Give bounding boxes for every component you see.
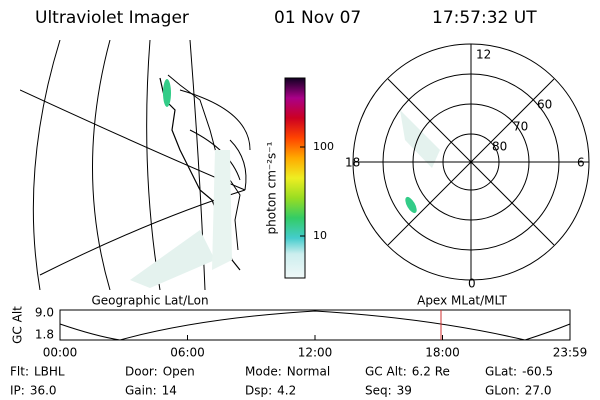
x-tick-label: 00:00: [43, 346, 78, 360]
field-value: Open: [163, 365, 195, 379]
x-tick-label: 12:00: [298, 346, 333, 360]
timeline-y-label: GC Alt: [11, 306, 25, 344]
timeline-y-tick: 9.0: [35, 306, 54, 320]
field-label: Dsp:: [245, 384, 272, 398]
field-value: 4.2: [277, 384, 296, 398]
field-value: 6.2 Re: [412, 365, 450, 379]
field-label: Door:: [125, 365, 158, 379]
field-label: Flt:: [10, 365, 29, 379]
x-tick-label: 06:00: [170, 346, 205, 360]
field-value: 39: [397, 384, 412, 398]
field-value: Normal: [287, 365, 330, 379]
polar-plot: [352, 43, 590, 281]
lat-label: 80: [492, 140, 507, 154]
field-value: LBHL: [34, 365, 65, 379]
colorbar: [284, 77, 306, 279]
field-label: IP:: [10, 384, 25, 398]
field-label: GLon:: [485, 384, 520, 398]
field-value: 36.0: [30, 384, 57, 398]
x-tick-label: 18:00: [425, 346, 460, 360]
mlt-label: 18: [345, 156, 360, 170]
x-tick-label: 23:59: [553, 346, 588, 360]
colorbar-label: photon cm⁻²s⁻¹: [265, 141, 279, 234]
mlt-label: 0: [468, 277, 476, 291]
field-label: GLat:: [485, 365, 517, 379]
field-value: 27.0: [525, 384, 552, 398]
altitude-curve: [59, 310, 571, 341]
field-value: -60.5: [522, 365, 553, 379]
geo-map: [20, 40, 251, 290]
lat-label: 70: [513, 120, 528, 134]
colorbar-tick-label: 10: [313, 229, 327, 242]
mlt-label: 6: [577, 156, 585, 170]
timeline-left-label: Geographic Lat/Lon: [91, 294, 208, 308]
field-value: 14: [162, 384, 177, 398]
field-label: Seq:: [365, 384, 392, 398]
field-label: Gain:: [125, 384, 157, 398]
lat-label: 60: [537, 98, 552, 112]
timeline-y-tick: 1.8: [35, 328, 54, 342]
field-label: GC Alt:: [365, 365, 407, 379]
mlt-label: 12: [476, 48, 491, 62]
title: Ultraviolet Imager: [35, 8, 189, 28]
time: 17:57:32 UT: [432, 8, 537, 28]
date: 01 Nov 07: [274, 8, 361, 28]
field-label: Mode:: [245, 365, 282, 379]
colorbar-tick-label: 100: [313, 140, 334, 153]
timeline-right-label: Apex MLat/MLT: [417, 294, 507, 308]
